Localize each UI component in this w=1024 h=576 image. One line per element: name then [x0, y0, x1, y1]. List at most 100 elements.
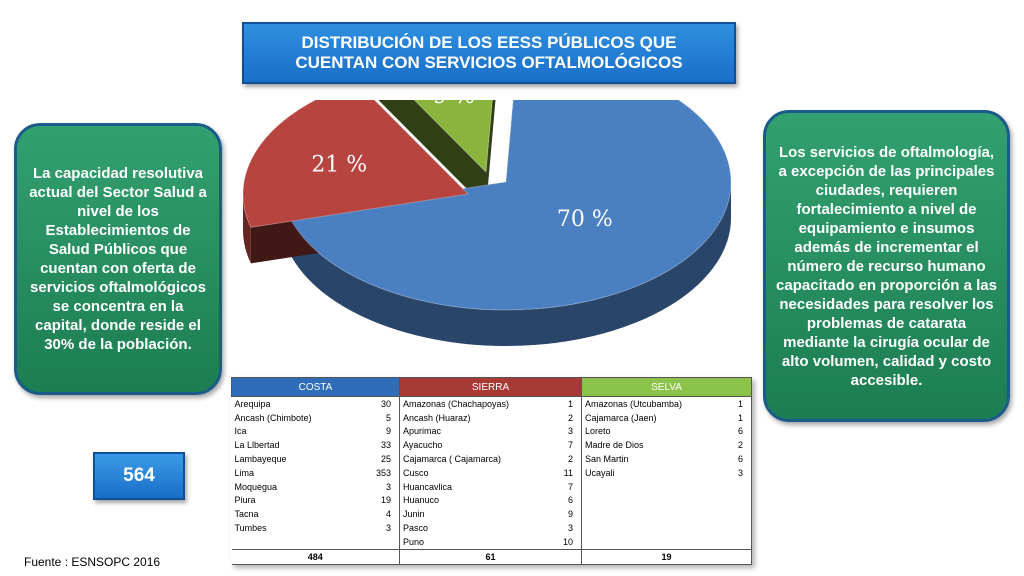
- costa-region-name: Piura: [234, 495, 256, 506]
- costa-region-count: 3: [361, 479, 400, 494]
- costa-region-count: 353: [361, 465, 400, 480]
- slice-label-1: 21 %: [311, 152, 367, 177]
- pie-chart: 70 % 21 % 9 %: [242, 100, 732, 347]
- selva-region-name: Loreto: [585, 426, 611, 437]
- selva-region-count: 3: [713, 465, 753, 480]
- slice-wall-2-0: [378, 100, 486, 208]
- costa-region-name: Arequipa: [234, 398, 271, 409]
- source-note: Fuente : ESNSOPC 2016: [24, 555, 161, 569]
- slice-label-0: 70 %: [557, 207, 613, 232]
- table-row: Moquegua 3 Huancavlica 7: [232, 479, 753, 494]
- table-row: Lima 353 Cusco 11 Ucayali 3: [232, 465, 753, 480]
- eess-table: COSTA SIERRA SELVA Arequipa 30 Amazonas (C…: [231, 377, 753, 565]
- table-row: La Llbertad 33 Ayacucho 7 Madre de Dios 2: [232, 438, 753, 453]
- costa-region-count: 30: [361, 396, 400, 411]
- table-row: Tacna 4 Junin 9: [232, 507, 753, 522]
- header-costa: COSTA: [231, 377, 400, 397]
- costa-region-name: Ancash (Chimbote): [234, 412, 312, 423]
- selva-region-count: 6: [713, 452, 753, 466]
- sierra-total: 61: [399, 548, 583, 565]
- sierra-region-name: Cajamarca ( Cajamarca): [403, 454, 502, 465]
- table-row: Arequipa 30 Amazonas (Chachapoyas) 1 Amazona…: [232, 396, 753, 411]
- empty-cell: [361, 534, 400, 550]
- sierra-region-name: Huanuco: [403, 495, 440, 506]
- sierra-region-name: Pasco: [403, 523, 429, 534]
- costa-region-count: 5: [361, 410, 400, 425]
- costa-region-name: Tumbes: [234, 523, 267, 534]
- sierra-region-name: Puno: [403, 536, 425, 547]
- selva-region-name: San Martin: [585, 454, 629, 465]
- costa-region-count: 33: [361, 438, 400, 453]
- table-row: Puno 10: [232, 534, 753, 550]
- slice-wall-2-1: [486, 100, 496, 208]
- costa-region-name: Ica: [234, 426, 247, 437]
- selva-region-name: Cajamarca (Jaen): [585, 412, 657, 423]
- table-row: Lambayeque 25 Cajamarca ( Cajamarca) 2 San M…: [232, 452, 753, 466]
- left-note: La capacidad resolutiva actual del Secto…: [14, 123, 222, 395]
- costa-region-count: 9: [361, 424, 400, 439]
- empty-cell: [713, 534, 753, 550]
- sierra-region-name: Ayacucho: [403, 440, 443, 451]
- table-body: Arequipa 30 Amazonas (Chachapoyas) 1 Amazona…: [231, 396, 753, 565]
- empty-cell: [713, 507, 753, 522]
- sierra-region-count: 9: [539, 507, 583, 522]
- sierra-region-count: 10: [539, 534, 583, 550]
- sierra-region-count: 3: [539, 521, 583, 535]
- pie-slice-0: [288, 100, 732, 311]
- table-row: Ica 9 Apurimac 3 Loreto 6: [232, 424, 753, 439]
- selva-region-count: 1: [713, 410, 753, 425]
- costa-region-name: Tacna: [234, 509, 259, 520]
- pie-slice-1: [242, 100, 470, 228]
- right-note: Los servicios de oftalmología, a excepci…: [763, 110, 1010, 422]
- costa-region-count: 25: [361, 452, 400, 466]
- sierra-region-count: 3: [539, 424, 583, 439]
- left-note-text: La capacidad resolutiva actual del Secto…: [29, 165, 207, 353]
- pie-slice-2: [413, 100, 493, 174]
- empty-cell: [582, 521, 714, 535]
- table-row: Tumbes 3 Pasco 3: [232, 521, 753, 535]
- sierra-region-name: Cusco: [403, 467, 429, 478]
- slice-side-1-0: [243, 194, 251, 264]
- sierra-region-name: Ancash (Huaraz): [403, 412, 471, 423]
- header-sierra: SIERRA: [398, 377, 583, 397]
- header-selva: SELVA: [581, 377, 753, 397]
- sierra-region-count: 11: [539, 465, 583, 480]
- sierra-region-name: Amazonas (Chachapoyas): [403, 398, 510, 409]
- right-note-text: Los servicios de oftalmología, a excepci…: [776, 143, 997, 389]
- sierra-region-name: Huancavlica: [403, 481, 453, 492]
- sierra-region-count: 2: [539, 452, 583, 466]
- costa-region-count: 19: [361, 493, 400, 508]
- costa-total: 484: [231, 548, 400, 565]
- costa-region-name: Lima: [234, 467, 255, 478]
- empty-cell: [582, 480, 714, 494]
- empty-cell: [232, 535, 362, 549]
- empty-cell: [713, 479, 753, 494]
- total-value: 564: [123, 465, 155, 486]
- slice-label-2: 9 %: [433, 100, 475, 109]
- empty-cell: [582, 507, 714, 521]
- costa-region-name: La Llbertad: [234, 440, 280, 451]
- selva-region-count: 6: [713, 424, 753, 439]
- slice-side-0-0: [288, 182, 731, 347]
- chart-title: DISTRIBUCIÓN DE LOS EESS PÚBLICOS QUE CU…: [295, 33, 683, 72]
- costa-region-name: Lambayeque: [234, 454, 287, 465]
- selva-region-name: Ucayali: [585, 467, 615, 478]
- table-row: Piura 19 Huanuco 6: [232, 493, 753, 508]
- table-row: Ancash (Chimbote) 5 Ancash (Huaraz) 2 Cajama…: [232, 410, 753, 425]
- totals-row: 484 61 19: [231, 548, 753, 565]
- selva-region-name: Madre de Dios: [585, 440, 644, 451]
- sierra-region-count: 2: [539, 410, 583, 425]
- costa-region-count: 4: [361, 507, 400, 522]
- selva-region-count: 1: [713, 396, 753, 411]
- selva-total: 19: [581, 548, 753, 565]
- empty-cell: [713, 493, 753, 508]
- costa-region-count: 3: [361, 521, 400, 535]
- empty-cell: [713, 521, 753, 535]
- sierra-region-name: Junin: [403, 509, 425, 520]
- sierra-region-count: 1: [539, 396, 583, 411]
- empty-cell: [582, 494, 714, 508]
- empty-cell: [582, 535, 714, 549]
- costa-region-name: Moquegua: [234, 481, 278, 492]
- chart-title-box: DISTRIBUCIÓN DE LOS EESS PÚBLICOS QUE CU…: [242, 22, 736, 84]
- sierra-region-count: 7: [539, 438, 583, 453]
